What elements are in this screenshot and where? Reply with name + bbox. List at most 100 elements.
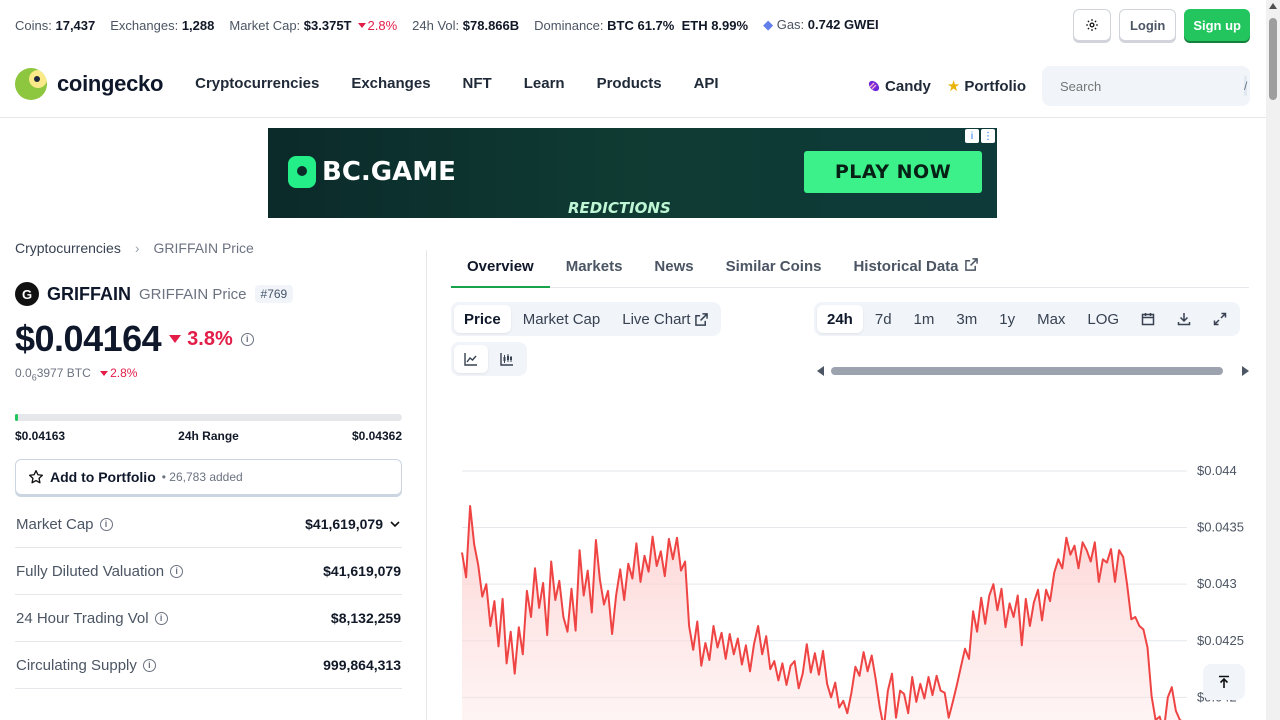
tab-overview[interactable]: Overview [451,250,550,288]
candy-icon [868,80,880,92]
range-3m[interactable]: 3m [956,310,978,328]
login-button[interactable]: Login [1118,9,1177,41]
tab-news[interactable]: News [654,258,694,275]
rank-badge: #769 [254,285,294,303]
coins-label: Coins: [15,17,52,33]
scroll-up-arrow[interactable] [1269,3,1277,9]
nav-cryptocurrencies[interactable]: Cryptocurrencies [195,75,320,92]
line-chart-button[interactable] [454,345,488,373]
stat-value: $41,619,079 [323,563,401,580]
info-icon[interactable]: i [170,564,184,578]
exchanges-stat[interactable]: Exchanges: 1,288 [110,18,214,33]
gear-icon [1086,19,1098,31]
stat-value: $41,619,079 [305,516,383,533]
scroll-left-arrow[interactable] [817,366,824,376]
coin-subtitle: GRIFFAIN Price [139,285,247,303]
range-1y[interactable]: 1y [999,310,1016,328]
tab-markets[interactable]: Markets [565,258,623,275]
info-icon[interactable]: i [99,517,113,531]
chevron-down-icon[interactable] [389,518,401,530]
price-line [461,505,1182,720]
price-change: 3.8% [169,328,233,351]
signup-button[interactable]: Sign up [1184,9,1250,41]
range-24h[interactable]: 24h [817,305,863,333]
expand-icon [1213,312,1227,326]
btc-price-prefix: 0.0 [15,366,32,380]
exchanges-value: 1,288 [181,17,215,33]
volume-stat[interactable]: 24h Vol: $78.866B [412,18,519,33]
coins-stat[interactable]: Coins: 17,437 [15,18,95,33]
tab-historical-data-label: Historical Data [853,258,959,275]
search-box[interactable]: / [1042,66,1250,106]
ad-brand-text: BC.GAME [322,157,456,187]
fullscreen-button[interactable] [1203,305,1237,333]
page-scrollbar[interactable] [1266,0,1280,720]
portfolio-link[interactable]: ★ Portfolio [947,77,1026,96]
y-tick-label: $0.0435 [1197,520,1244,535]
log-scale-toggle[interactable]: LOG [1087,310,1120,328]
ad-banner[interactable]: BC.GAME REDICTIONS PLAY NOW i ⋮ [268,128,997,218]
stat-label: Circulating Supply [16,656,137,674]
calendar-icon [1141,313,1155,326]
btc-price-rest: 3977 BTC [36,366,91,380]
caret-down-icon [100,370,109,376]
coingecko-logo[interactable]: coingecko [15,67,164,100]
range-7d[interactable]: 7d [874,310,892,328]
range-1m[interactable]: 1m [913,310,935,328]
coin-tabs: Overview Markets News Similar Coins Hist… [451,250,1249,288]
portfolio-added-count: • 26,783 added [161,470,243,485]
price-tab[interactable]: Price [454,305,511,333]
download-button[interactable] [1167,305,1201,333]
scroll-right-arrow[interactable] [1242,366,1249,376]
gas-label: Gas: [776,17,805,32]
range-max[interactable]: Max [1037,310,1066,328]
nav-nft[interactable]: NFT [462,75,492,92]
ad-info-icon[interactable]: i [965,129,979,143]
nav-products[interactable]: Products [596,75,662,92]
settings-button[interactable] [1072,9,1111,41]
candlestick-chart-button[interactable] [490,345,524,373]
tab-similar-coins[interactable]: Similar Coins [725,258,822,275]
logo-text: coingecko [57,70,164,96]
external-link-icon [964,258,978,271]
info-icon[interactable]: i [154,611,168,625]
tab-historical-data[interactable]: Historical Data [837,250,993,288]
add-to-portfolio-button[interactable]: Add to Portfolio • 26,783 added [15,459,402,496]
nav-right: Candy ★ Portfolio / [867,66,1250,106]
y-tick-label: $0.044 [1197,463,1237,478]
nav-learn[interactable]: Learn [523,75,565,92]
market-cap-tab[interactable]: Market Cap [522,310,601,328]
chart-type-toggle [451,342,527,376]
scroller-thumb[interactable] [831,367,1223,375]
ad-more-icon[interactable]: ⋮ [981,129,995,143]
breadcrumb-root[interactable]: Cryptocurrencies [15,240,121,256]
dominance-stat[interactable]: Dominance: BTC 61.7% ETH 8.99% [534,18,748,33]
ad-tagline: REDICTIONS [568,199,671,217]
calendar-button[interactable] [1131,305,1165,333]
volume-label: 24h Vol: [412,17,460,33]
market-cap-stat[interactable]: Market Cap: $3.375T 2.8% [229,18,397,33]
info-icon[interactable]: i [240,332,254,346]
scrollbar-thumb[interactable] [1269,18,1277,100]
live-chart-tab[interactable]: Live Chart [612,305,717,333]
nav-api[interactable]: API [693,75,719,92]
stat-value: $8,132,259 [330,610,401,627]
range-labels: $0.04163 24h Range $0.04362 [15,429,402,443]
gas-stat[interactable]: ◆ Gas: 0.742 GWEI [763,17,879,33]
price-row: $0.04164 3.8% i [15,318,402,360]
coins-value: 17,437 [55,17,96,33]
range-bar [15,414,402,422]
gas-value: 0.742 GWEI [807,17,879,32]
info-icon[interactable]: i [142,658,156,672]
btc-change: 2.8% [110,366,138,380]
ad-play-button[interactable]: PLAY NOW [804,151,982,193]
price-chart[interactable]: $0.044$0.0435$0.043$0.0425$0.042 [427,420,1267,720]
btc-price-zeros: 6 [31,372,37,383]
caret-down-icon [357,23,366,29]
candy-link[interactable]: Candy [867,78,931,95]
search-input[interactable] [1060,78,1236,94]
chart-range-scroller[interactable] [817,364,1249,378]
back-to-top-button[interactable] [1203,664,1245,700]
chart-metric-toggle: Price Market Cap Live Chart [451,302,721,336]
nav-exchanges[interactable]: Exchanges [351,75,431,92]
